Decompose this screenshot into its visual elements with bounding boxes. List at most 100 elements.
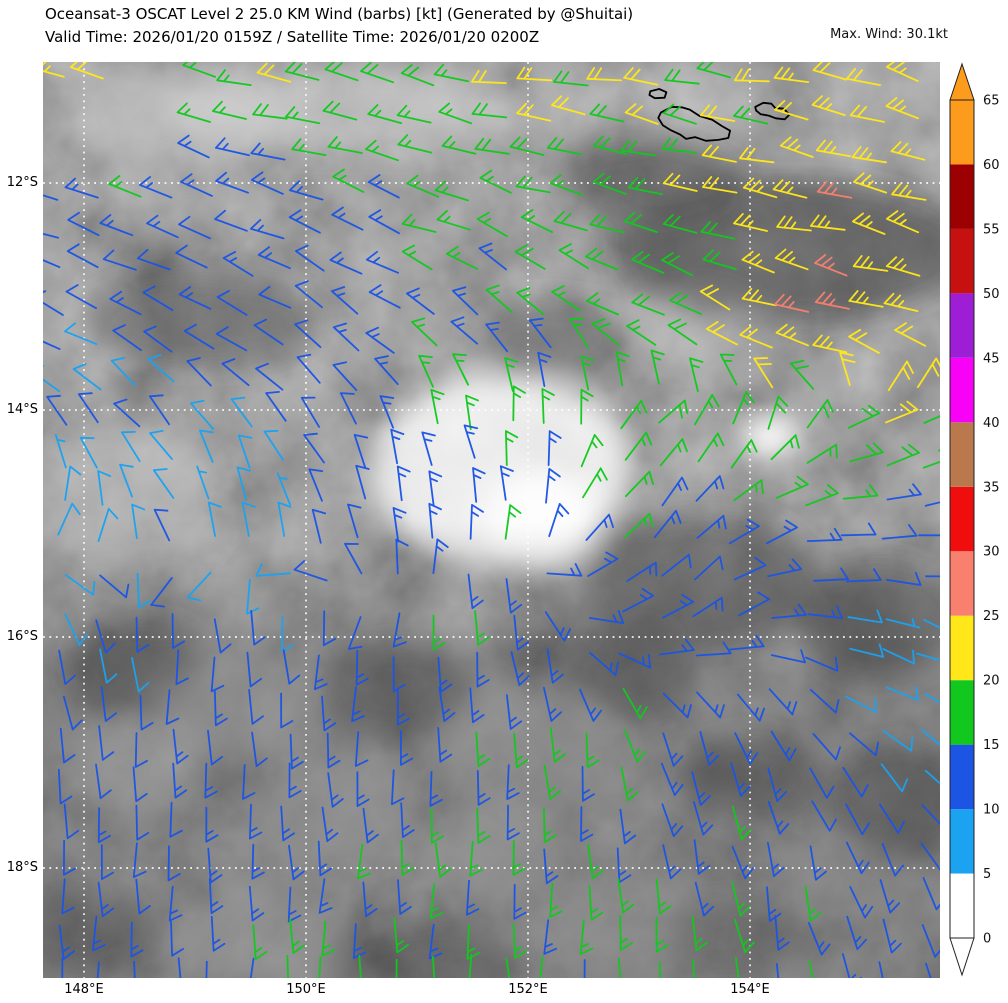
wind-barb (847, 609, 883, 624)
wind-barb (207, 501, 222, 537)
wind-barb (691, 915, 708, 952)
chart-subtitle: Valid Time: 2026/01/20 0159Z / Satellite… (45, 28, 540, 46)
wind-barb (397, 134, 433, 154)
wind-barb (446, 245, 479, 270)
wind-barb (770, 649, 806, 664)
wind-barb (293, 560, 328, 582)
wind-barb (885, 256, 921, 277)
wind-barb (277, 501, 292, 537)
wind-barb (662, 594, 694, 619)
wind-barb (210, 656, 225, 693)
wind-barb (466, 924, 480, 960)
wind-barb (742, 177, 778, 199)
wind-barb (392, 656, 406, 693)
wind-barb (190, 399, 215, 430)
wind-barb (215, 326, 248, 352)
wind-barb (205, 806, 219, 843)
wind-barb (619, 914, 633, 951)
satellite-wind-map (43, 62, 940, 978)
wind-barb (658, 961, 662, 978)
wind-barb (142, 285, 174, 312)
wind-barb (251, 171, 284, 195)
wind-barb (452, 286, 479, 316)
wind-barb (132, 766, 148, 803)
wind-barb (465, 394, 479, 431)
colorbar-tick-label: 45 (983, 351, 1000, 366)
wind-barb (546, 137, 583, 156)
wind-barb (505, 430, 519, 466)
wind-barb (207, 847, 223, 884)
wind-barb (321, 806, 339, 843)
colorbar-tick-label: 60 (983, 158, 1000, 173)
wind-barb (625, 470, 654, 497)
wind-barb (485, 284, 513, 314)
wind-barb (581, 765, 595, 802)
wind-barb (180, 173, 213, 197)
wind-barb (767, 841, 785, 877)
wind-barb (589, 651, 619, 676)
wind-barb (396, 465, 411, 502)
wind-barb (662, 103, 697, 125)
wind-barb (693, 839, 710, 875)
wind-barb (182, 62, 216, 78)
wind-barb (623, 67, 659, 86)
wind-barb (885, 618, 921, 629)
wind-barb (847, 404, 881, 429)
wind-barb (469, 840, 483, 877)
wind-barb (139, 694, 154, 731)
wind-barb (450, 316, 479, 345)
wind-barb (696, 691, 725, 719)
wind-barb (43, 365, 60, 392)
wind-barb (396, 104, 432, 124)
wind-barb (918, 534, 940, 537)
wind-barb (924, 501, 940, 507)
wind-barb (288, 209, 321, 234)
wind-barb (580, 388, 594, 425)
wind-barb (393, 917, 409, 954)
wind-barb (580, 355, 595, 391)
lat-tick-label: 14°S (6, 401, 38, 417)
wind-barb (662, 692, 692, 719)
wind-barb (135, 616, 150, 653)
wind-barb (432, 614, 446, 651)
wind-barb (667, 318, 698, 346)
wind-barb-layer (43, 62, 940, 978)
wind-barb (146, 214, 179, 239)
wind-barb (99, 574, 130, 599)
wind-barb (770, 434, 800, 461)
wind-barb (479, 169, 512, 194)
wind-barb (543, 848, 559, 885)
wind-barb (923, 415, 940, 424)
wind-barb (734, 732, 759, 765)
wind-barb (506, 804, 520, 841)
wind-barb (322, 610, 337, 647)
wind-barb (772, 179, 808, 199)
wind-barb (626, 561, 658, 582)
wind-barb (43, 194, 59, 201)
wind-barb (920, 729, 940, 747)
wind-barb (213, 618, 232, 654)
wind-barb (177, 957, 182, 978)
wind-barb (475, 731, 491, 767)
wind-barb (171, 613, 186, 649)
wind-barb (505, 578, 523, 614)
wind-barb (806, 443, 838, 464)
wind-barb (842, 767, 869, 798)
wind-barb (922, 877, 940, 911)
wind-barb (135, 878, 151, 915)
wind-barb (539, 955, 544, 978)
wind-barb (100, 844, 114, 880)
wind-barb (631, 250, 665, 274)
wind-barb (204, 762, 218, 799)
wind-barb (728, 518, 760, 545)
wind-barb (397, 879, 412, 915)
wind-barb (43, 232, 60, 239)
wind-barb (887, 360, 914, 392)
wind-barb (110, 356, 136, 387)
wind-barb (121, 431, 141, 463)
wind-barb (588, 885, 604, 921)
wind-barb (253, 318, 284, 346)
wind-barb (392, 612, 407, 648)
wind-barb (360, 62, 395, 84)
